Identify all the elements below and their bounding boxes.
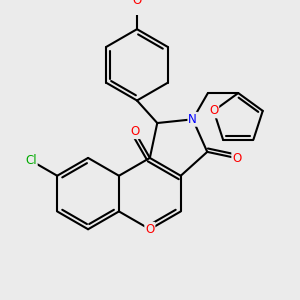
Text: O: O [232,152,242,165]
Text: N: N [188,113,197,126]
Text: Cl: Cl [25,154,37,167]
Text: O: O [130,125,139,138]
Text: O: O [132,0,142,7]
Text: O: O [145,223,154,236]
Text: O: O [209,104,218,117]
